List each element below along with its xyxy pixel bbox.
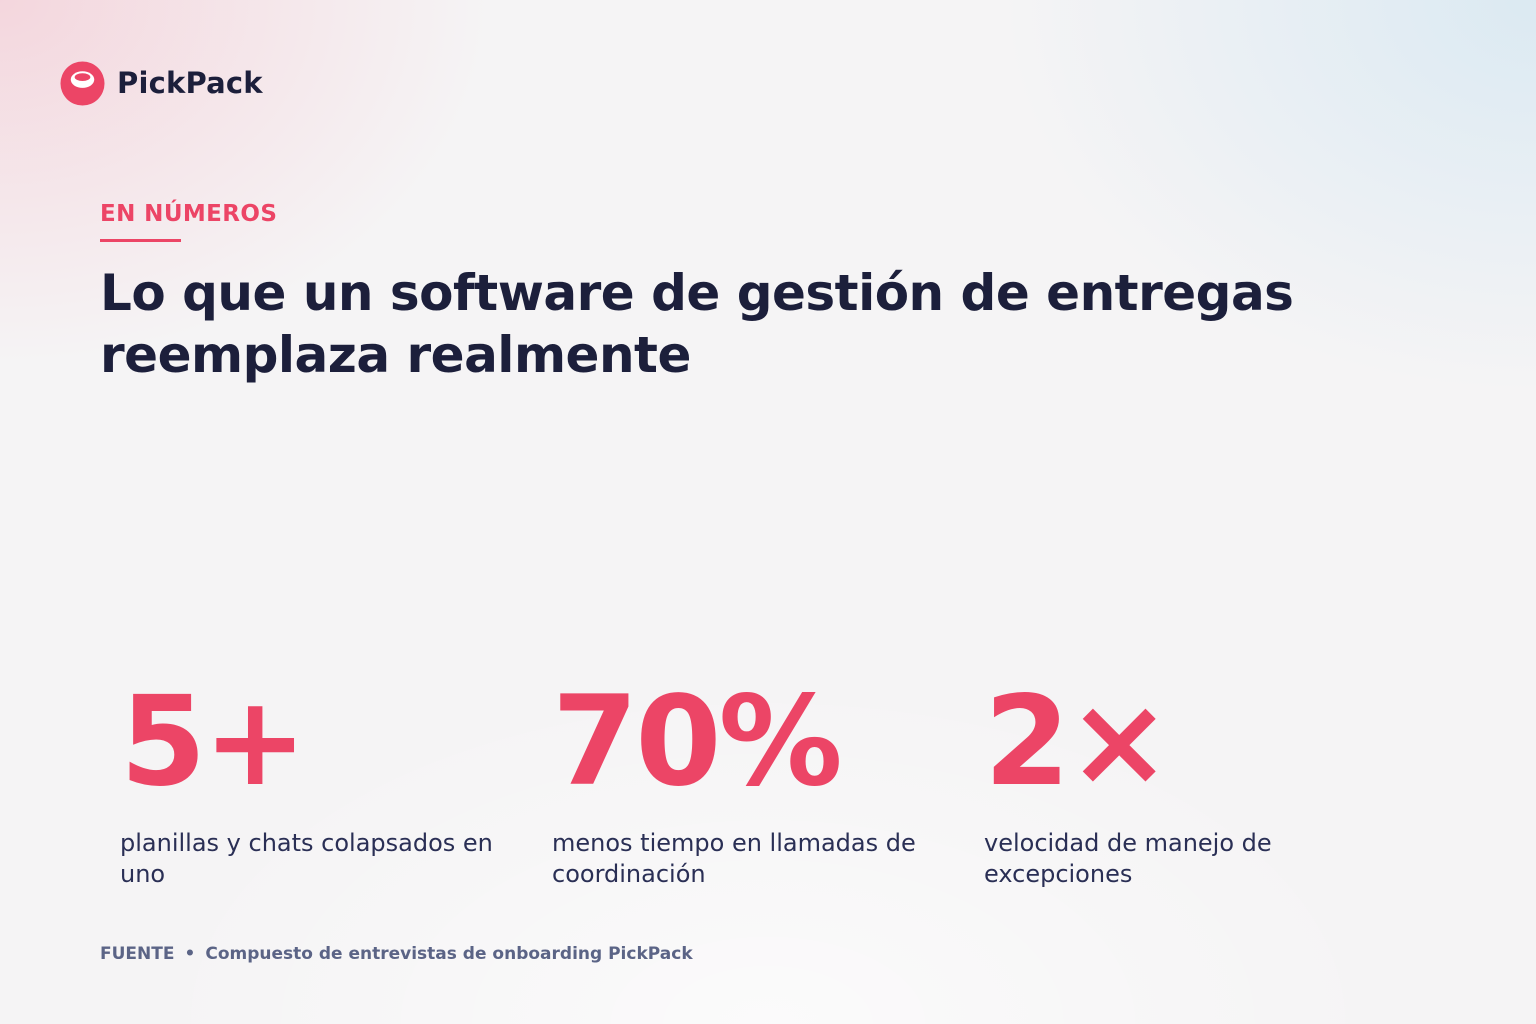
page-title: Lo que un software de gestión de entrega… xyxy=(100,262,1400,386)
page-title-line-1: Lo que un software de gestión de entrega… xyxy=(100,264,1294,322)
stat-value: 2× xyxy=(984,670,1171,814)
section-eyebrow: EN NÚMEROS xyxy=(100,201,278,227)
source-separator: • xyxy=(184,944,196,964)
source-label: FUENTE xyxy=(100,944,175,964)
brand-name: PickPack xyxy=(117,66,263,100)
stat-value: 5+ xyxy=(120,670,307,814)
stat-value: 70% xyxy=(552,670,843,814)
pickpack-logo-icon xyxy=(60,60,105,106)
page-title-line-2: reemplaza realmente xyxy=(100,326,691,384)
stat-card: 5+ planillas y chats colapsados en uno xyxy=(120,670,530,890)
stat-card: 70% menos tiempo en llamadas de coordina… xyxy=(552,670,962,890)
stat-label: velocidad de manejo de excepciones xyxy=(984,829,1272,888)
brand-logo: PickPack xyxy=(60,60,263,106)
source-text: Compuesto de entrevistas de onboarding P… xyxy=(205,944,693,964)
stat-label: menos tiempo en llamadas de coordinación xyxy=(552,829,916,888)
stat-label: planillas y chats colapsados en uno xyxy=(120,829,493,888)
source-footer: FUENTE • Compuesto de entrevistas de onb… xyxy=(100,944,693,964)
eyebrow-underline xyxy=(100,239,181,242)
stat-card: 2× velocidad de manejo de excepciones xyxy=(984,670,1394,890)
